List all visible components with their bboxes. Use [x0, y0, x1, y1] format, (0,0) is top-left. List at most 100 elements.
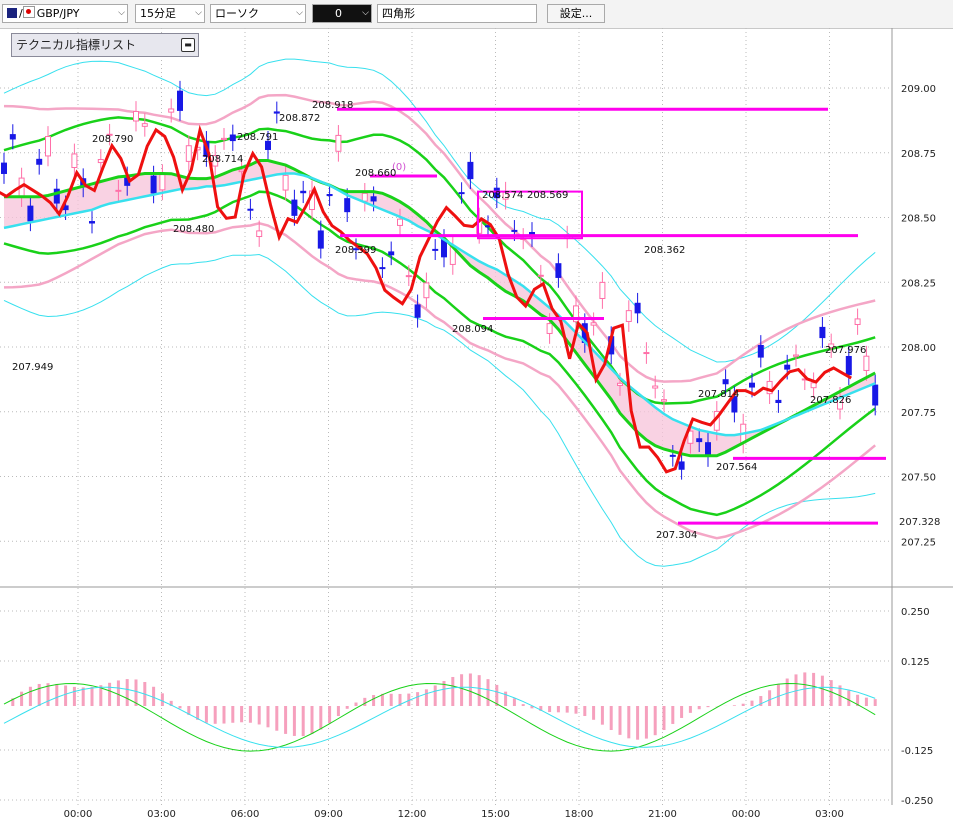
- time-axis: 00:00 03:00 06:00 09:00 12:00 15:00 18:00 21:00…: [64, 809, 844, 820]
- macd-tick-label: 0.250: [901, 607, 930, 618]
- macd-bar: [363, 697, 367, 706]
- indicator-lines: [0, 124, 876, 474]
- currency-pair-select[interactable]: / GBP/JPY ⌵: [2, 4, 128, 23]
- candle-body: [476, 217, 483, 234]
- price-tick-label: 207.25: [901, 537, 936, 548]
- macd-bar: [618, 706, 622, 735]
- macd-bar: [574, 706, 578, 714]
- macd-bar: [72, 686, 76, 706]
- macd-bar: [504, 691, 508, 706]
- macd-bar: [873, 699, 877, 706]
- macd-bar: [530, 706, 534, 709]
- macd-bar: [46, 683, 50, 706]
- macd-tick-label: -0.125: [901, 746, 933, 757]
- macd-bar: [671, 706, 675, 724]
- macd-bar: [319, 706, 323, 730]
- price-annotation: 208.872: [279, 113, 320, 124]
- macd-bar: [389, 693, 393, 706]
- timeframe-select[interactable]: 15分足 ⌵: [135, 4, 205, 23]
- price-annotation: 208.714: [202, 154, 243, 165]
- red-lagging-line: [0, 124, 852, 474]
- macd-bar: [548, 706, 552, 713]
- candle-body: [300, 190, 307, 194]
- time-tick-label: 18:00: [565, 809, 594, 820]
- macd-bar: [99, 685, 103, 706]
- price-annotation: 207.304: [656, 530, 697, 541]
- candle-body: [71, 153, 78, 169]
- candle-body: [388, 251, 395, 256]
- chart-style-select[interactable]: ローソク ⌵: [210, 4, 306, 23]
- signal-line: [3, 686, 876, 748]
- candle-body: [141, 123, 148, 127]
- macd-bar: [820, 675, 824, 706]
- collapse-icon[interactable]: ▬: [181, 38, 195, 52]
- macd-bar: [636, 706, 640, 740]
- chevron-down-icon: ⌵: [362, 8, 369, 18]
- drawn-lines[interactable]: (0): [337, 107, 886, 525]
- current-price-label: 207.328: [899, 517, 940, 528]
- indicator-list-box[interactable]: テクニカル指標リスト ▬: [11, 33, 199, 57]
- macd-bar: [398, 693, 402, 706]
- indicator-list-label: テクニカル指標リスト: [16, 38, 137, 52]
- candle-body: [159, 174, 166, 191]
- macd-bar: [213, 706, 217, 724]
- time-tick-label: 09:00: [314, 809, 343, 820]
- price-tick-label: 208.25: [901, 278, 936, 289]
- macd-bar: [697, 706, 701, 710]
- band-lower: [3, 222, 876, 540]
- price-annotation: 208.574: [482, 190, 523, 201]
- macd-bar: [706, 706, 710, 708]
- price-tick-label: 208.75: [901, 149, 936, 160]
- macd-bar: [829, 680, 833, 706]
- candle-body: [687, 430, 694, 444]
- macd-bar: [759, 696, 763, 706]
- settings-label: 設定...: [559, 7, 593, 20]
- candle-body: [467, 161, 474, 180]
- price-tick-label: 208.00: [901, 343, 936, 354]
- band-lower: [3, 253, 876, 567]
- price-annotation: 207.976: [825, 345, 866, 356]
- macd-bar: [301, 706, 305, 737]
- candle-body: [106, 133, 113, 136]
- chart-style-label: ローソク: [215, 7, 259, 20]
- candlesticks: [1, 80, 879, 480]
- time-tick-label: 00:00: [732, 809, 761, 820]
- price-tick-label: 208.50: [901, 214, 936, 225]
- candle-body: [828, 343, 835, 349]
- macd-bar: [292, 706, 296, 736]
- macd-bar: [468, 673, 472, 706]
- slash: /: [19, 7, 23, 20]
- macd-bar: [178, 706, 182, 709]
- candle-body: [273, 111, 280, 114]
- jp-flag-icon: [22, 6, 35, 18]
- time-tick-label: 21:00: [648, 809, 677, 820]
- macd-bar: [565, 706, 569, 713]
- tool-select[interactable]: 0 ⌵: [312, 4, 372, 23]
- candle-body: [115, 189, 122, 192]
- macd-bar: [231, 706, 235, 723]
- candle-body: [53, 188, 60, 204]
- price-annotation: 207.564: [716, 462, 757, 473]
- candle-body: [212, 154, 219, 167]
- macd-bar: [539, 706, 543, 711]
- band-upper: [3, 93, 876, 383]
- macd-bar: [310, 706, 314, 734]
- macd-bar: [257, 706, 261, 725]
- candle-body: [775, 399, 782, 404]
- candle-body: [97, 159, 104, 164]
- candle-body: [221, 137, 227, 141]
- candle-body: [696, 438, 703, 443]
- macd-bar: [196, 706, 200, 720]
- shape-field[interactable]: 四角形: [377, 4, 537, 23]
- candle-body: [617, 382, 623, 386]
- macd-bar: [134, 679, 138, 706]
- macd-bar: [125, 679, 129, 706]
- settings-button[interactable]: 設定...: [547, 4, 605, 23]
- candle-body: [537, 274, 544, 277]
- candle-body: [625, 310, 632, 322]
- candle-body: [361, 192, 368, 202]
- macd-bar: [750, 700, 754, 706]
- macd-bar: [600, 706, 604, 725]
